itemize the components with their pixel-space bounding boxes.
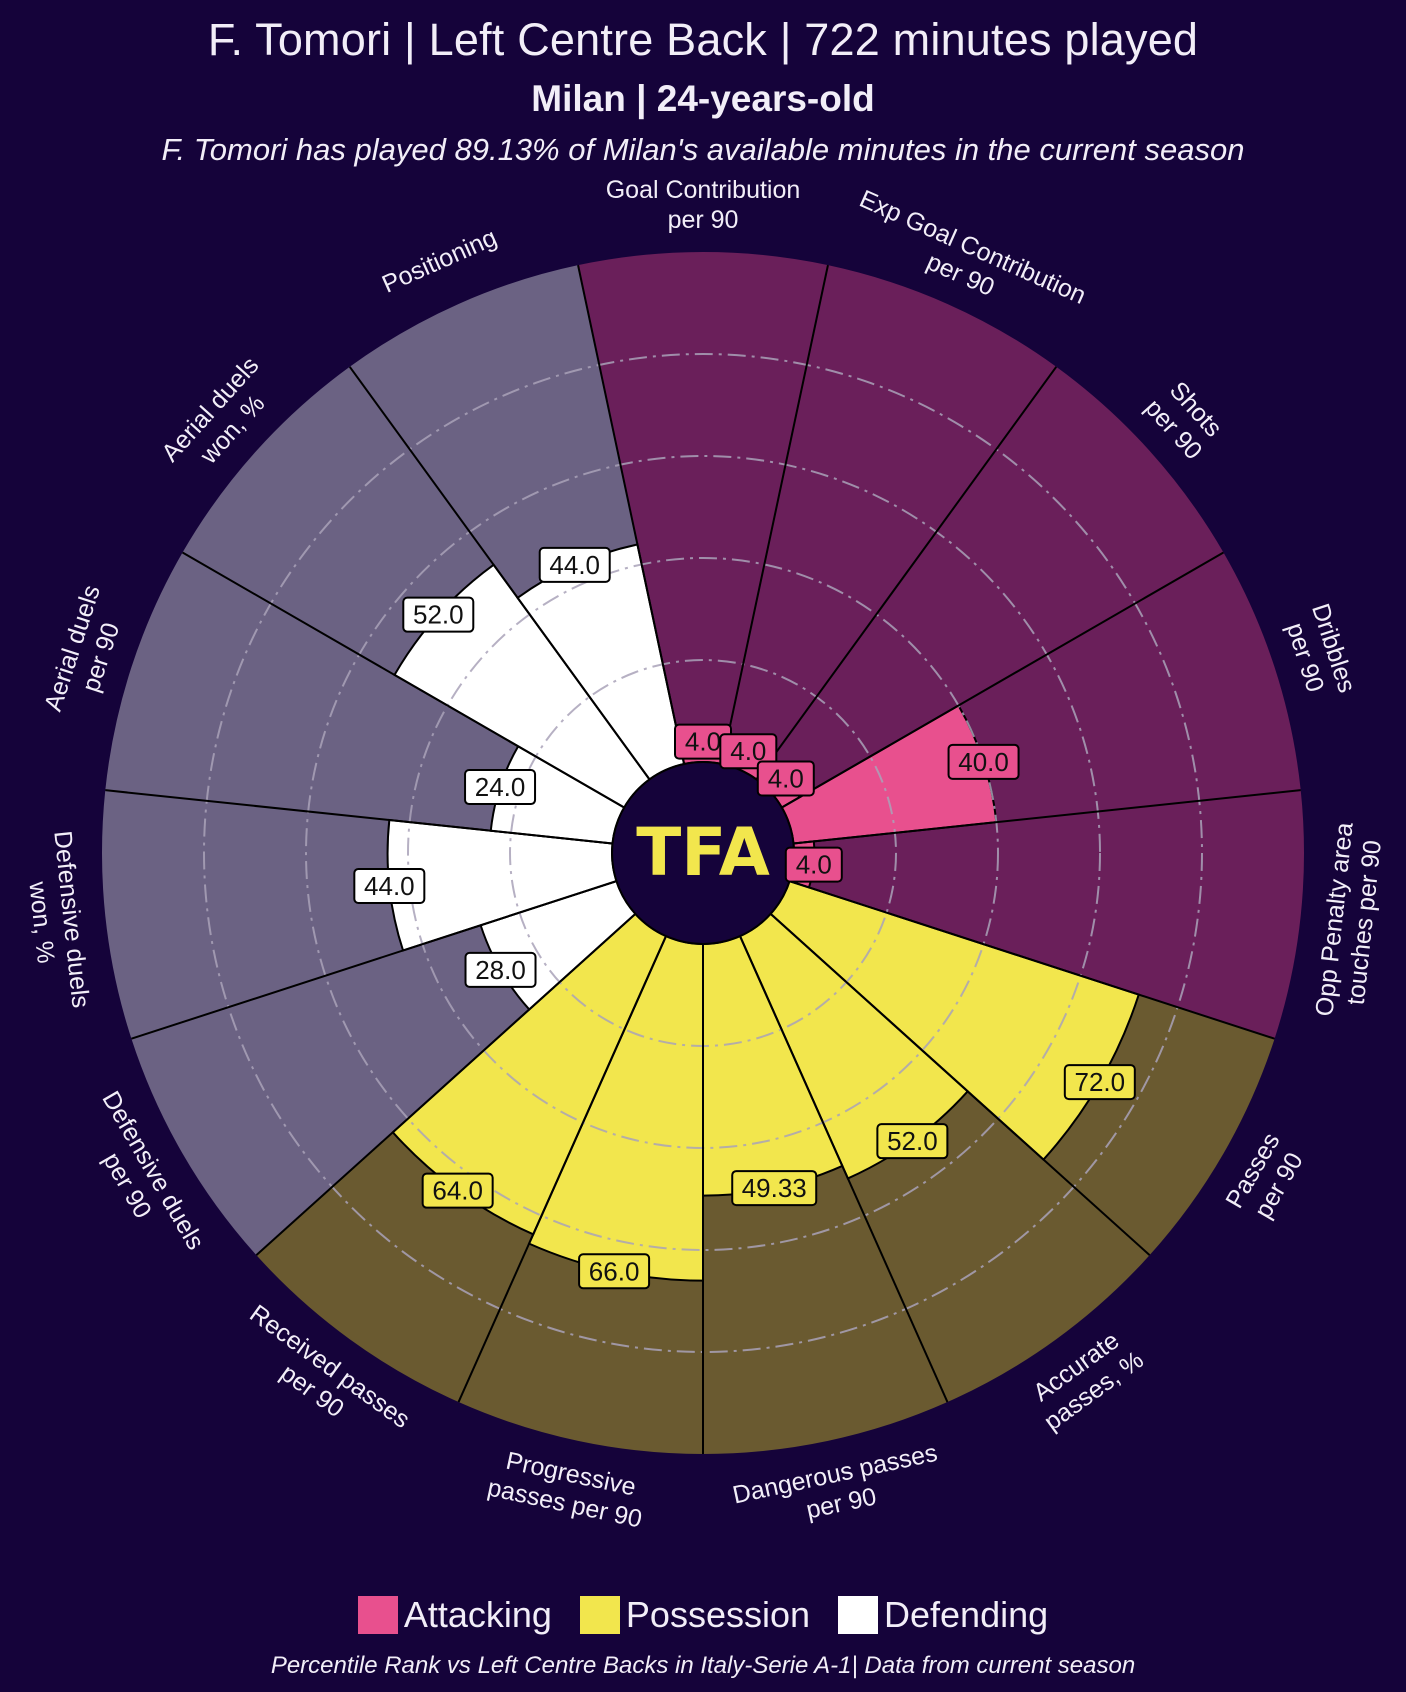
value-label: 28.0 <box>464 951 537 988</box>
axis-label-line: Goal Contribution <box>606 176 801 204</box>
value-label-text: 4.0 <box>768 763 804 793</box>
value-label: 72.0 <box>1063 1064 1136 1101</box>
legend-item-defending: Defending <box>838 1594 1048 1636</box>
chart-title: F. Tomori | Left Centre Back | 722 minut… <box>207 14 1199 65</box>
value-label-text: 44.0 <box>549 550 600 580</box>
slice-separator <box>789 880 1275 1040</box>
slice-background <box>789 790 1304 1039</box>
legend-item-possession: Possession <box>579 1594 811 1636</box>
value-label-text: 28.0 <box>475 955 526 985</box>
value-label: 52.0 <box>402 596 475 633</box>
value-label-box <box>538 546 611 583</box>
value-label-text: 49.33 <box>742 1173 807 1203</box>
value-label-text: 24.0 <box>475 772 526 802</box>
slice-separator <box>131 880 617 1040</box>
value-label-text: 52.0 <box>887 1126 938 1156</box>
value-label: 44.0 <box>353 867 426 904</box>
value-label: 66.0 <box>578 1253 651 1290</box>
axis-label: Positioning <box>378 223 501 298</box>
minutes-note: F. Tomori has played 89.13% of Milan's a… <box>161 132 1245 167</box>
value-label: 4.0 <box>756 760 815 797</box>
slice-separator <box>781 551 1224 809</box>
slice-separators <box>105 264 1301 1454</box>
slice-separator <box>739 935 949 1403</box>
value-label-text: 4.0 <box>685 727 721 757</box>
slice-separator <box>577 264 686 765</box>
slice-separator <box>105 789 613 845</box>
value-label-box <box>421 1172 494 1209</box>
value-label-text: 40.0 <box>958 747 1009 777</box>
center-logo: TFA <box>611 761 795 945</box>
axis-label-line: Positioning <box>378 223 501 298</box>
value-label: 64.0 <box>421 1172 494 1209</box>
value-label-box <box>731 1170 818 1207</box>
value-label-box <box>578 1253 651 1290</box>
slice-background <box>721 265 1057 780</box>
value-label-box <box>464 951 537 988</box>
value-label-box <box>947 743 1020 780</box>
tfa-logo: TFA <box>636 814 770 891</box>
gridline <box>305 455 1101 1251</box>
value-label-text: 72.0 <box>1075 1067 1126 1097</box>
value-label: 49.33 <box>731 1170 818 1207</box>
footer-note: Percentile Rank vs Left Centre Backs in … <box>270 1652 1136 1679</box>
value-label-text: 52.0 <box>413 600 464 630</box>
value-label: 4.0 <box>674 723 732 760</box>
value-label-text: 4.0 <box>796 850 832 880</box>
slice-separator <box>720 264 829 765</box>
legend-item-attacking: Attacking <box>357 1594 552 1636</box>
slice-separator <box>457 935 667 1403</box>
chart-subtitle: Milan | 24-years-old <box>531 78 875 119</box>
legend-swatch-defending <box>838 1596 879 1634</box>
slice-separator <box>255 913 637 1256</box>
axis-label-line: per 90 <box>668 206 739 234</box>
slice-separator <box>182 551 625 809</box>
value-label-box <box>876 1123 949 1160</box>
legend: Attacking Possession Defending <box>0 1594 1406 1636</box>
value-label-text: 44.0 <box>364 871 415 901</box>
value-label: 24.0 <box>464 769 537 806</box>
value-label-text: 64.0 <box>432 1176 483 1206</box>
legend-swatch-possession <box>579 1596 620 1634</box>
legend-label: Possession <box>625 1594 811 1635</box>
slice-background <box>756 366 1224 808</box>
value-label-box <box>719 733 778 770</box>
slice-separator <box>793 789 1301 845</box>
value-label: 4.0 <box>784 846 843 883</box>
value-label-box <box>756 760 815 797</box>
value-bars <box>386 543 1141 1282</box>
legend-label: Defending <box>884 1594 1049 1635</box>
value-label-text: 66.0 <box>589 1256 640 1286</box>
value-label-box <box>1063 1064 1136 1101</box>
slice-separator <box>769 913 1151 1256</box>
legend-swatch-attacking <box>357 1596 398 1634</box>
value-label-box <box>402 596 475 633</box>
value-label: 40.0 <box>947 743 1020 780</box>
value-label-box <box>784 846 843 883</box>
axis-label-line: won, % <box>23 879 60 964</box>
slice-background <box>578 252 828 764</box>
slice-separator <box>348 366 651 780</box>
value-labels: 4.0 4.04.040.04.072.052.049.3366.064.028.… <box>353 546 1136 1290</box>
slice-separator <box>755 366 1058 780</box>
value-label-box <box>464 769 537 806</box>
value-label-box <box>353 867 426 904</box>
value-label: 52.0 <box>876 1123 949 1160</box>
value-label: 44.0 <box>538 546 611 583</box>
legend-label: Attacking <box>403 1594 552 1635</box>
